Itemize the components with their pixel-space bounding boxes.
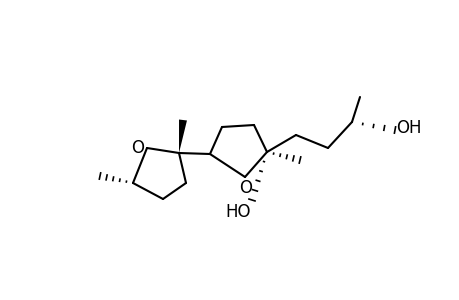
Text: O: O xyxy=(239,179,252,197)
Text: HO: HO xyxy=(225,203,250,221)
Text: O: O xyxy=(131,139,144,157)
Text: OH: OH xyxy=(395,119,421,137)
Polygon shape xyxy=(179,119,186,153)
